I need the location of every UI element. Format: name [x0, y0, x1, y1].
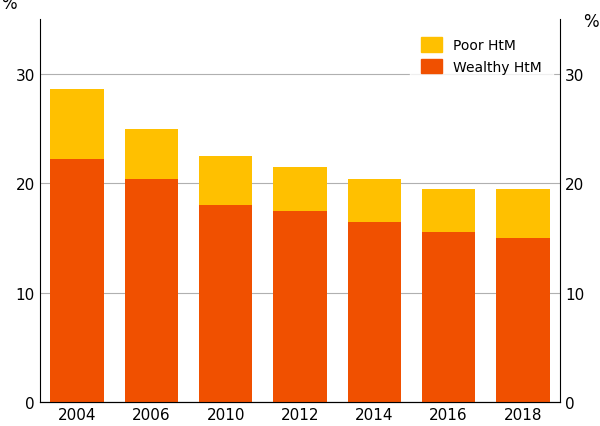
Y-axis label: %: % — [584, 12, 599, 31]
Bar — [422, 233, 475, 402]
Bar — [496, 189, 550, 239]
Bar — [125, 129, 178, 179]
Bar — [496, 239, 550, 402]
Bar — [347, 222, 401, 402]
Bar — [50, 90, 104, 160]
Bar — [347, 179, 401, 222]
Bar — [273, 211, 327, 402]
Bar — [125, 179, 178, 402]
Bar — [199, 206, 253, 402]
Legend: Poor HtM, Wealthy HtM: Poor HtM, Wealthy HtM — [410, 27, 553, 86]
Y-axis label: %: % — [1, 0, 16, 12]
Bar — [273, 167, 327, 211]
Bar — [50, 160, 104, 402]
Bar — [199, 157, 253, 206]
Bar — [422, 189, 475, 233]
